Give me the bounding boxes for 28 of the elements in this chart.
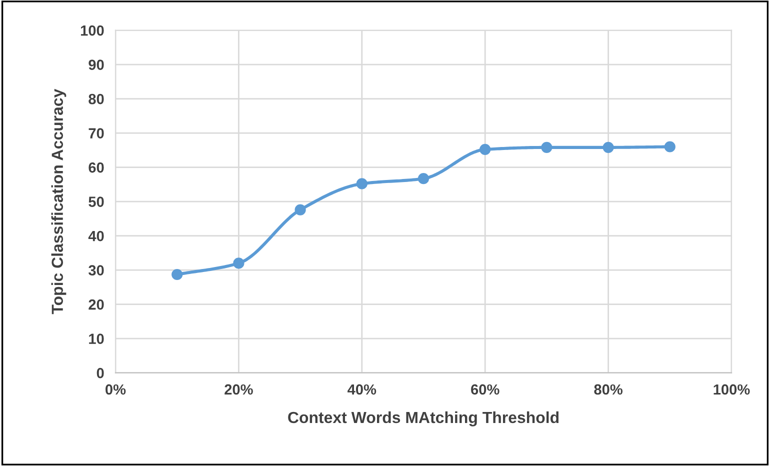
point <box>418 173 430 184</box>
y-tick-label: 40 <box>88 230 104 242</box>
y-tick-label: 0 <box>96 368 104 378</box>
y-tick-label: 60 <box>88 162 104 173</box>
y-tick-label: 20 <box>88 299 104 310</box>
x-axis-title: Context Words MAtching Threshold <box>288 411 559 426</box>
x-tick-label: 0% <box>106 384 126 395</box>
x-tick-label: 40% <box>348 384 376 395</box>
point <box>664 141 676 152</box>
y-tick-label: 80 <box>88 94 104 104</box>
point <box>294 204 306 216</box>
point <box>172 268 183 280</box>
x-tick-label: 20% <box>224 384 253 395</box>
y-tick-label: 100 <box>80 25 104 36</box>
y-tick-label: 30 <box>88 265 104 276</box>
x-tick-label: 60% <box>471 384 500 395</box>
point <box>602 142 614 153</box>
point <box>480 144 491 156</box>
y-tick-label: 90 <box>88 60 104 70</box>
point <box>541 142 552 153</box>
point <box>233 258 244 269</box>
point <box>356 178 368 190</box>
y-tick-label: 50 <box>88 196 104 207</box>
x-tick-label: 80% <box>594 384 623 395</box>
x-tick-label: 100% <box>714 384 750 395</box>
y-tick-label: 10 <box>89 334 104 344</box>
y-tick-label: 70 <box>88 128 104 138</box>
y-axis-title: Topic Classification Accuracy <box>51 88 66 314</box>
